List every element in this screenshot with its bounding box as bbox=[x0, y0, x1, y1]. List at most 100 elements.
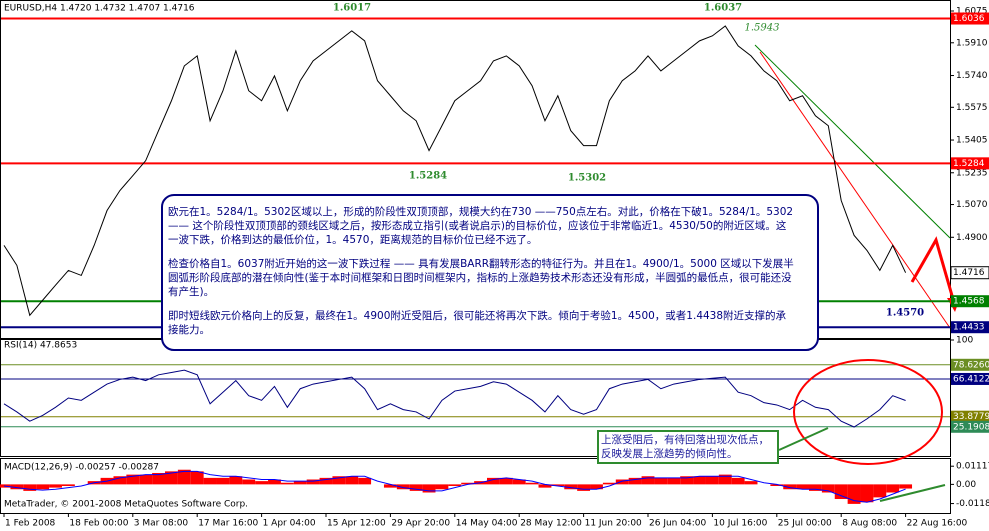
histogram-bar bbox=[242, 479, 256, 485]
y-tick-label: 1.5575 bbox=[956, 103, 988, 113]
histogram-bar bbox=[693, 476, 706, 485]
histogram-bar bbox=[821, 484, 835, 493]
histogram-bar bbox=[744, 481, 758, 485]
histogram-bar bbox=[564, 484, 578, 490]
histogram-bar bbox=[190, 471, 204, 485]
x-tick-label: 1 Apr 04:00 bbox=[263, 519, 316, 529]
histogram-bar bbox=[229, 476, 243, 485]
x-tick-label: 25 Jul 00:00 bbox=[778, 519, 832, 529]
histogram-bar bbox=[203, 477, 217, 485]
y-tick-label: 1.5405 bbox=[956, 136, 988, 146]
signal-line bbox=[3, 470, 906, 503]
histogram-bar bbox=[860, 484, 874, 503]
callout-line: 上涨受阻后，有待回落出现次低点， bbox=[601, 434, 769, 446]
copyright-bg bbox=[2, 498, 234, 510]
callout-line: 反映发展上涨趋势的倾向性。 bbox=[601, 448, 738, 460]
y-tick-label: 1.5070 bbox=[956, 200, 988, 210]
x-tick-label: 22 Aug 16:00 bbox=[907, 519, 968, 529]
analysis-note: 欧元在1。5284/1。5302区域以上，形成的阶段性双顶顶部，规模大约在730… bbox=[162, 197, 802, 340]
histogram-bar bbox=[280, 482, 294, 485]
histogram-bar bbox=[590, 484, 603, 490]
price-annotation: 1.5284 bbox=[409, 171, 447, 182]
level-label: 33.8779 bbox=[953, 412, 989, 422]
current-price-label: 1.4716 bbox=[953, 268, 985, 278]
y-tick-label: 1.5235 bbox=[956, 168, 988, 178]
level-label: 1.4433 bbox=[953, 323, 985, 333]
level-box bbox=[951, 295, 989, 308]
current-price-box bbox=[950, 266, 989, 280]
x-tick-label: 1 Feb 2008 bbox=[5, 519, 56, 529]
histogram-bar bbox=[49, 484, 62, 488]
level-box bbox=[951, 12, 989, 25]
histogram-bar bbox=[783, 484, 797, 490]
histogram-bar bbox=[293, 481, 307, 485]
symbol-header: EURUSD,H4 1.4720 1.4732 1.4707 1.4716 bbox=[4, 4, 195, 14]
histogram-bar bbox=[628, 477, 642, 485]
forecast-arrow bbox=[910, 236, 957, 307]
histogram-bar bbox=[512, 479, 526, 485]
histogram-bar bbox=[680, 476, 694, 485]
histogram-bar bbox=[422, 484, 436, 493]
note-box bbox=[161, 194, 819, 351]
price-annotation: 1.5302 bbox=[568, 173, 606, 184]
x-tick-label: 14 May 04:00 bbox=[456, 519, 518, 529]
histogram-bar bbox=[139, 474, 153, 485]
histogram-bar bbox=[396, 484, 410, 490]
level-label: 1.6036 bbox=[953, 14, 985, 24]
x-tick-label: 26 Jun 04:00 bbox=[649, 519, 706, 529]
y-tick-label: 1.4900 bbox=[956, 233, 988, 243]
price-annotation: 1.4570 bbox=[886, 308, 924, 319]
rsi-panel bbox=[0, 339, 951, 457]
histogram-bar bbox=[886, 484, 900, 493]
histogram-bar bbox=[499, 477, 513, 485]
histogram-bar bbox=[10, 484, 24, 490]
note-paragraph: 欧元在1。5284/1。5302区域以上，形成的阶段性双顶顶部，规模大约在730… bbox=[168, 206, 794, 246]
level-label: 1.5284 bbox=[953, 159, 985, 169]
histogram-bar bbox=[152, 472, 165, 485]
level-label: 78.6260 bbox=[953, 360, 989, 370]
histogram-bar bbox=[126, 474, 140, 485]
pointer-arrow bbox=[778, 427, 829, 451]
price-annotation: 1.5943 bbox=[745, 23, 780, 34]
x-tick-label: 28 May 12:00 bbox=[520, 519, 582, 529]
x-tick-label: 3 Mar 08:00 bbox=[134, 519, 189, 529]
price-annotation: 1.6037 bbox=[704, 3, 742, 14]
level-box bbox=[951, 157, 989, 170]
level-label: 66.4122 bbox=[953, 374, 989, 384]
macd-header: MACD(12,26,9) -0.00257 -0.00287 bbox=[4, 463, 159, 473]
histogram-bar bbox=[61, 484, 75, 486]
histogram-bar bbox=[36, 484, 50, 490]
histogram-bar bbox=[435, 484, 449, 490]
x-tick-label: 8 Aug 08:00 bbox=[842, 519, 897, 529]
level-box bbox=[951, 321, 989, 334]
y-tick-label: 1.5910 bbox=[956, 38, 988, 48]
histogram-bar bbox=[809, 484, 822, 491]
histogram-bar bbox=[641, 476, 655, 485]
y-tick-label: 100 bbox=[956, 336, 973, 346]
level-box bbox=[951, 420, 989, 433]
histogram-bar bbox=[667, 477, 681, 485]
histogram-bar bbox=[899, 484, 913, 489]
y-tick-label: 0.00 bbox=[956, 480, 976, 490]
trend-line bbox=[759, 51, 951, 329]
histogram-bar bbox=[551, 484, 565, 486]
histogram-bar bbox=[577, 484, 591, 491]
y-tick-label: 0.01117 bbox=[956, 462, 989, 472]
histogram-bar bbox=[319, 477, 333, 485]
histogram-bar bbox=[383, 484, 397, 488]
histogram-bar bbox=[873, 484, 887, 498]
histogram-bar bbox=[448, 484, 462, 486]
level-label: 1.4568 bbox=[953, 297, 985, 307]
x-tick-label: 10 Jul 16:00 bbox=[713, 519, 767, 529]
pointer-arrow bbox=[879, 484, 946, 502]
histogram-bar bbox=[255, 481, 269, 485]
x-tick-label: 15 Apr 12:00 bbox=[327, 519, 386, 529]
y-tick-label: -0.01180 bbox=[956, 499, 989, 509]
histogram-bar bbox=[487, 477, 500, 485]
level-box bbox=[951, 410, 989, 423]
series-line bbox=[3, 25, 907, 317]
x-tick-label: 29 Apr 20:00 bbox=[391, 519, 450, 529]
histogram-bar bbox=[461, 482, 475, 485]
